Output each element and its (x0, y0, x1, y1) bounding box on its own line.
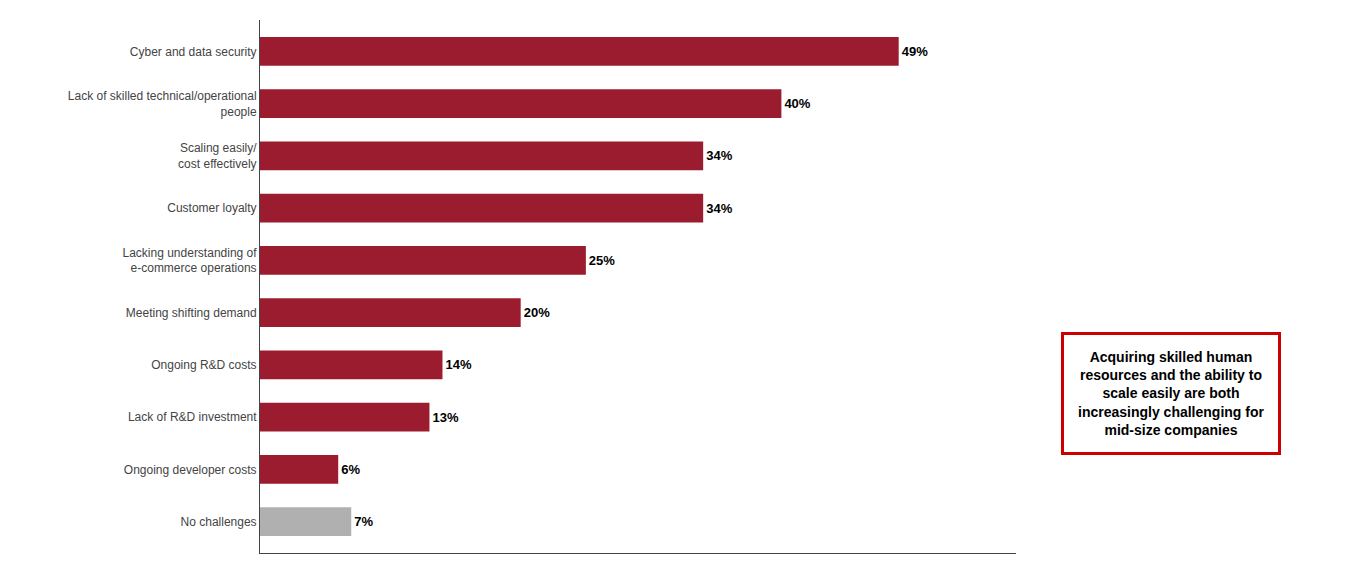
svg-text:Lack of R&D investment: Lack of R&D investment (128, 410, 257, 424)
svg-text:34%: 34% (706, 148, 732, 163)
svg-text:Scaling easily/cost effectivel: Scaling easily/cost effectively (178, 141, 257, 171)
svg-text:Ongoing R&D costs: Ongoing R&D costs (151, 358, 256, 372)
svg-text:34%: 34% (706, 201, 732, 216)
svg-text:20%: 20% (524, 305, 550, 320)
svg-text:7%: 7% (354, 514, 373, 529)
svg-text:40%: 40% (784, 96, 810, 111)
svg-text:No challenges: No challenges (181, 515, 257, 529)
svg-text:Customer loyalty: Customer loyalty (167, 201, 256, 215)
svg-text:Cyber and data security: Cyber and data security (130, 45, 257, 59)
svg-text:Lack of skilled technical/oper: Lack of skilled technical/operationalpeo… (68, 89, 257, 119)
svg-text:Meeting shifting demand: Meeting shifting demand (126, 306, 257, 320)
svg-text:Ongoing developer costs: Ongoing developer costs (124, 463, 257, 477)
svg-text:25%: 25% (589, 253, 615, 268)
svg-text:6%: 6% (341, 462, 360, 477)
svg-text:Acquiring skilled humanresourc: Acquiring skilled humanresources and the… (1078, 349, 1264, 438)
svg-text:13%: 13% (432, 410, 458, 425)
svg-text:Lacking understanding ofe-comm: Lacking understanding ofe-commerce opera… (122, 246, 257, 276)
svg-text:14%: 14% (445, 357, 471, 372)
svg-text:49%: 49% (902, 44, 928, 59)
